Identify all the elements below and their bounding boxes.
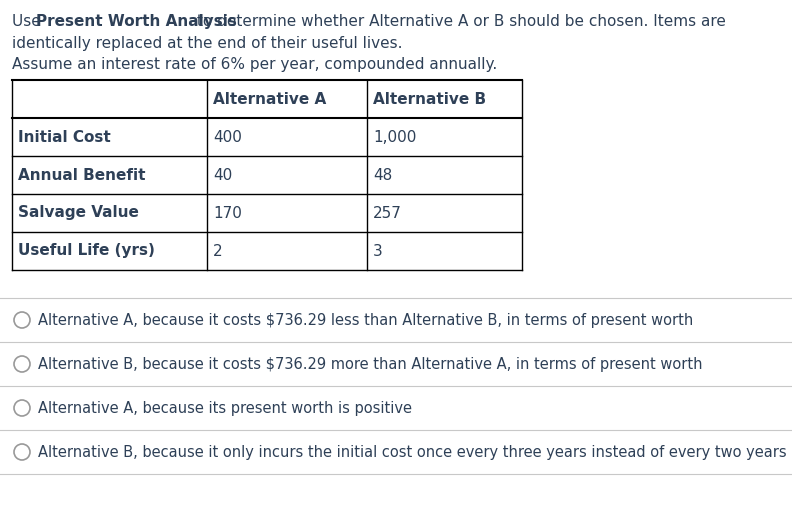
Text: Present Worth Analysis: Present Worth Analysis xyxy=(36,14,237,29)
Text: 48: 48 xyxy=(373,167,392,183)
Text: Alternative A: Alternative A xyxy=(213,91,326,106)
Text: 2: 2 xyxy=(213,243,223,259)
Text: Salvage Value: Salvage Value xyxy=(18,205,139,221)
Text: 400: 400 xyxy=(213,129,242,144)
Text: 170: 170 xyxy=(213,205,242,221)
Text: 1,000: 1,000 xyxy=(373,129,417,144)
Text: 257: 257 xyxy=(373,205,402,221)
Text: Alternative B, because it only incurs the initial cost once every three years in: Alternative B, because it only incurs th… xyxy=(38,445,786,459)
Text: Initial Cost: Initial Cost xyxy=(18,129,111,144)
Text: to determine whether Alternative A or B should be chosen. Items are: to determine whether Alternative A or B … xyxy=(192,14,726,29)
Text: Alternative A, because it costs $736.29 less than Alternative B, in terms of pre: Alternative A, because it costs $736.29 … xyxy=(38,312,693,328)
Text: 3: 3 xyxy=(373,243,383,259)
Text: Alternative B, because it costs $736.29 more than Alternative A, in terms of pre: Alternative B, because it costs $736.29 … xyxy=(38,356,703,372)
Text: Useful Life (yrs): Useful Life (yrs) xyxy=(18,243,155,259)
Text: 40: 40 xyxy=(213,167,232,183)
Text: Use: Use xyxy=(12,14,46,29)
Text: identically replaced at the end of their useful lives.: identically replaced at the end of their… xyxy=(12,36,402,51)
Text: Alternative A, because its present worth is positive: Alternative A, because its present worth… xyxy=(38,401,412,416)
Text: Alternative B: Alternative B xyxy=(373,91,486,106)
Text: Assume an interest rate of 6% per year, compounded annually.: Assume an interest rate of 6% per year, … xyxy=(12,57,497,72)
Text: Annual Benefit: Annual Benefit xyxy=(18,167,146,183)
